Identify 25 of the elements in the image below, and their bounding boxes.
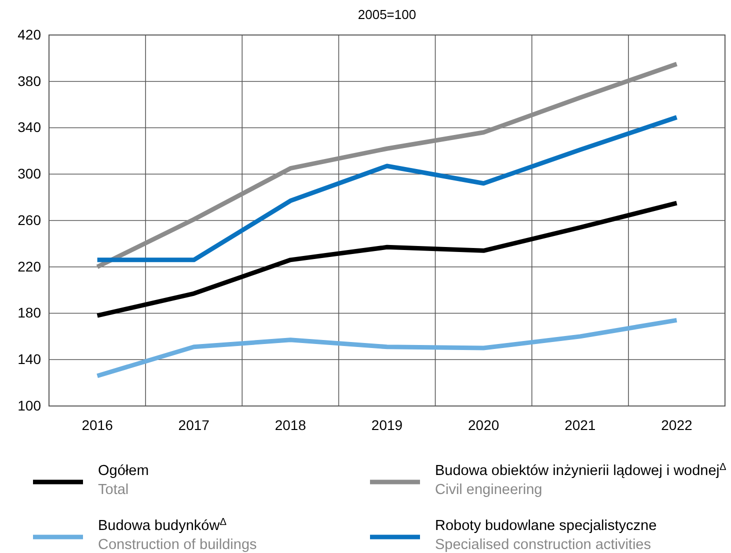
x-tick-label: 2016 bbox=[82, 416, 114, 433]
text: Budowa obiektów inżynierii lądowej i wodnej$^{Δ}$ Civil engineering bbox=[435, 462, 726, 498]
y-tick-label: 300 bbox=[18, 166, 42, 182]
y-tick-label: 420 bbox=[18, 26, 42, 42]
chart-title: 2005=100 bbox=[358, 7, 416, 22]
line-series bbox=[95, 62, 679, 270]
x-tick-label: 2020 bbox=[468, 416, 500, 433]
y-tick-label: 340 bbox=[18, 119, 42, 136]
legend-label: Ogółem Total bbox=[98, 463, 149, 498]
x-tick-label: 2021 bbox=[564, 416, 596, 433]
y-tick-label: 220 bbox=[18, 258, 42, 274]
legend-label: Roboty budowlane specjalistyczne Specialised construction activities bbox=[435, 518, 657, 553]
line-series bbox=[95, 200, 679, 318]
x-tick-label: 2019 bbox=[371, 416, 403, 433]
x-tick-label: 2018 bbox=[274, 416, 306, 433]
y-tick-label: 180 bbox=[18, 304, 42, 321]
y-tick-label: 380 bbox=[18, 72, 42, 89]
x-tick-label: 2017 bbox=[178, 416, 210, 433]
y-tick-label: 260 bbox=[18, 212, 42, 228]
legend-label: Budowa budynków$^{Δ}$ Construction of buildings bbox=[98, 516, 257, 553]
line-series bbox=[95, 115, 679, 262]
y-tick-label: 100 bbox=[18, 397, 42, 414]
y-tick-label: 140 bbox=[18, 351, 42, 368]
x-tick-label: 2022 bbox=[661, 416, 692, 433]
line-series bbox=[95, 318, 679, 378]
